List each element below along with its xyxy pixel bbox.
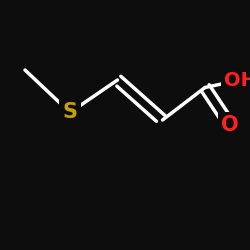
- Text: OH: OH: [224, 70, 250, 90]
- Text: S: S: [62, 102, 78, 122]
- Text: O: O: [221, 115, 239, 135]
